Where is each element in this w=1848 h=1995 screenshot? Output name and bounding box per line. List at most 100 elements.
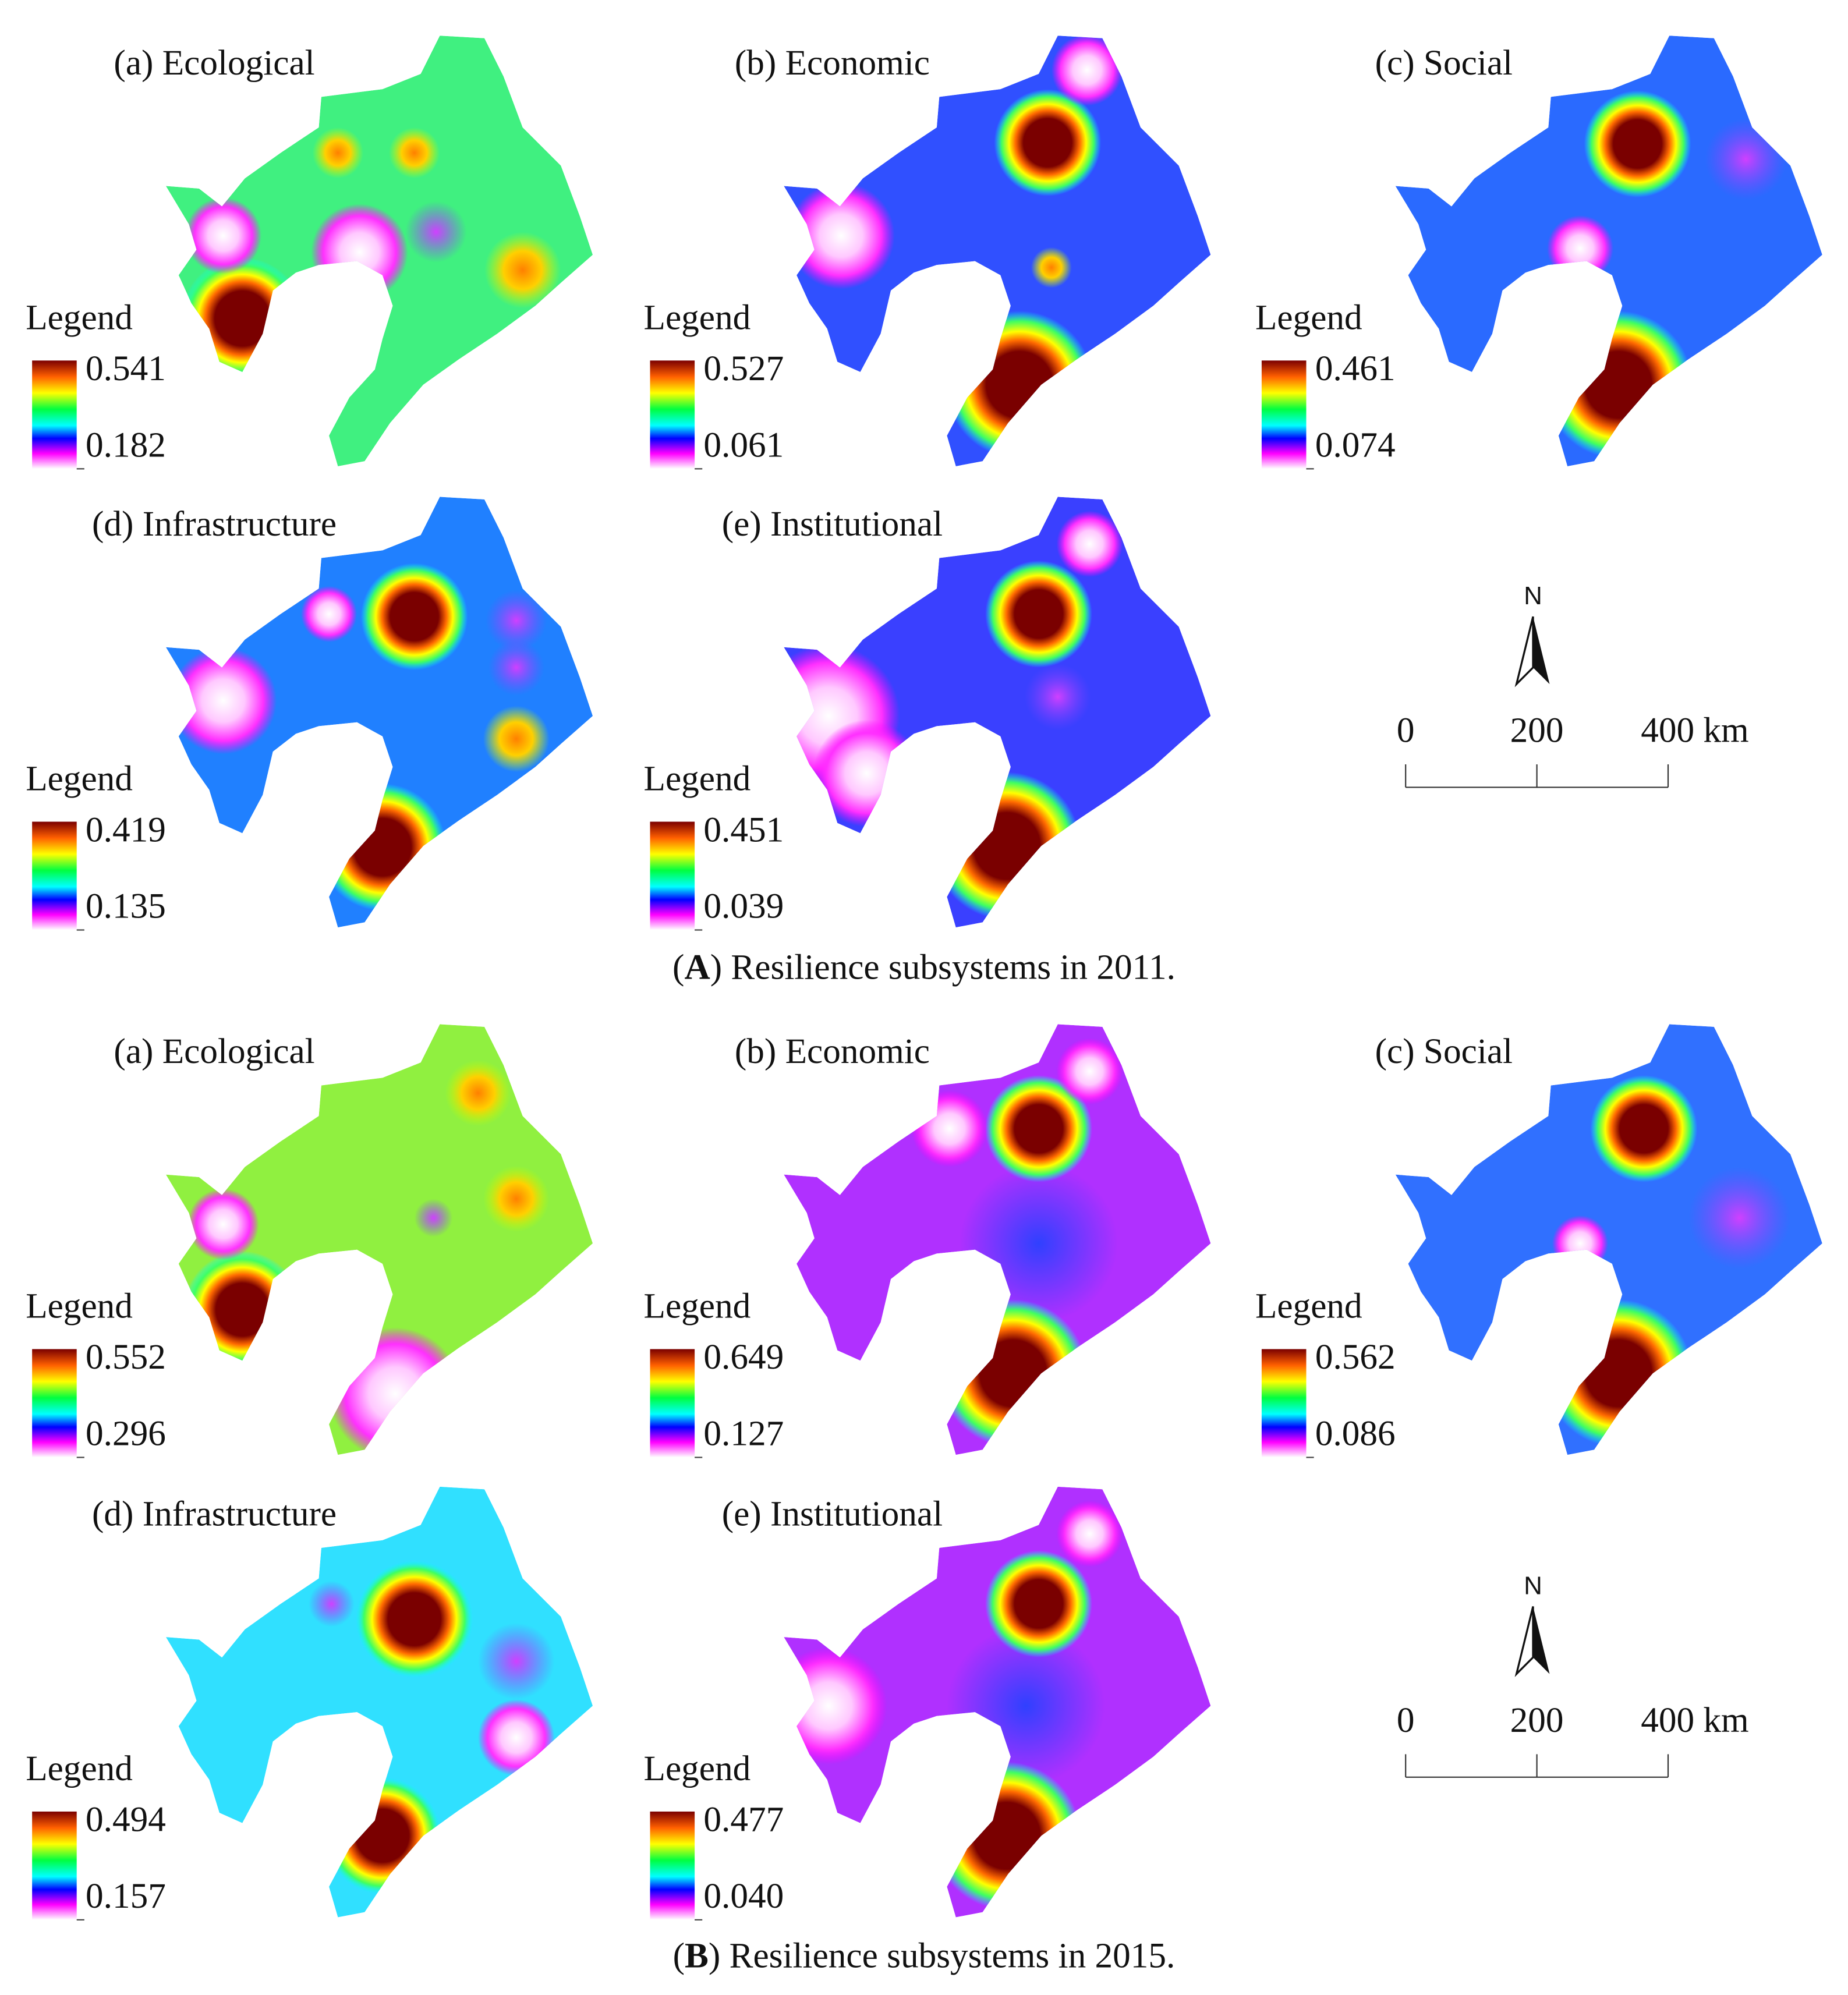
map-hotspot	[324, 1777, 441, 1895]
legend-title: Legend	[1255, 1287, 1362, 1326]
legend-colorbar	[650, 1811, 695, 1920]
north-arrow	[1514, 616, 1534, 688]
legend-colorbar	[32, 360, 77, 469]
legend-min: 0.127	[703, 1414, 784, 1454]
north-label: N	[1524, 582, 1542, 610]
map-hotspot	[329, 1327, 462, 1455]
legend-max: 0.527	[703, 349, 784, 388]
map-hotspot	[1705, 118, 1787, 200]
legend-max: 0.649	[703, 1337, 784, 1377]
map-hotspot	[784, 1647, 887, 1764]
scale-label: 400 km	[1641, 711, 1749, 750]
map	[165, 497, 593, 928]
legend-title: Legend	[1255, 298, 1362, 338]
legend-title: Legend	[644, 1749, 751, 1788]
scale-label: 200	[1510, 711, 1564, 750]
map-hotspot	[169, 647, 277, 754]
legend-min: 0.182	[86, 425, 166, 465]
map-hotspot	[187, 1188, 259, 1260]
map-hotspot	[1547, 215, 1613, 282]
map-region	[784, 497, 1211, 928]
legend-title: Legend	[644, 298, 751, 338]
legend-min: 0.157	[86, 1876, 166, 1916]
legend-max: 0.419	[86, 810, 166, 849]
scale-label: 400 km	[1641, 1700, 1749, 1740]
map-hotspot	[911, 1090, 988, 1167]
legend-min: 0.040	[703, 1876, 784, 1916]
map-hotspot	[1051, 36, 1123, 106]
caption-letter: A	[684, 948, 710, 987]
caption-text: ) Resilience subsystems in 2015.	[709, 1936, 1175, 1976]
panel: (d) Infrastructure Legend 0.494 0.157	[26, 1486, 593, 1920]
map-hotspot	[1590, 1075, 1698, 1182]
caption: (A) Resilience subsystems in 2011.	[672, 948, 1176, 987]
legend-max: 0.461	[1315, 349, 1396, 388]
map-hotspot	[994, 89, 1102, 197]
map-hotspot	[478, 1699, 555, 1776]
legend-min: 0.135	[86, 887, 166, 926]
caption-text: ) Resilience subsystems in 2011.	[710, 948, 1176, 987]
legend-max: 0.477	[703, 1800, 784, 1840]
map-hotspot	[360, 563, 468, 671]
map-hotspot	[405, 201, 467, 263]
panel-title: (c) Social	[1375, 43, 1513, 83]
panel: (e) Institutional Legend 0.477 0.040	[644, 1486, 1211, 1920]
map-hotspot	[478, 1622, 555, 1700]
map	[1395, 36, 1822, 466]
map-hotspot	[1056, 511, 1123, 577]
caption-open: (	[672, 948, 684, 987]
panel-title: (e) Institutional	[722, 1494, 943, 1533]
map-hotspot	[318, 783, 447, 911]
map-hotspot	[1024, 664, 1091, 730]
map-hotspot	[946, 310, 1094, 459]
panel-title: (d) Infrastructure	[92, 1494, 337, 1533]
map-hotspot	[1544, 310, 1693, 459]
map-region	[165, 1486, 593, 1918]
map-hotspot	[933, 772, 1081, 920]
panel-title: (d) Infrastructure	[92, 504, 337, 544]
map-hotspot	[1056, 1038, 1123, 1105]
legend-title: Legend	[26, 759, 133, 799]
legend-max: 0.562	[1315, 1337, 1396, 1377]
map-hotspot	[486, 590, 547, 651]
map-hotspot	[1031, 247, 1072, 288]
map-hotspot	[985, 1550, 1092, 1658]
map	[165, 1486, 593, 1918]
map-hotspot	[1552, 1215, 1609, 1272]
panel: (c) Social Legend 0.461 0.074	[1255, 36, 1822, 470]
map-hotspot	[300, 586, 357, 642]
map-furniture: N 0 200 400 km	[1397, 582, 1749, 788]
panel: (b) Economic Legend 0.527 0.061	[644, 36, 1211, 470]
legend-max: 0.494	[86, 1800, 166, 1840]
panel: (e) Institutional Legend 0.451 0.039	[644, 497, 1211, 931]
panel: (c) Social Legend 0.562 0.086	[1255, 1024, 1822, 1458]
map-hotspot	[1688, 1167, 1791, 1269]
legend-min: 0.074	[1315, 425, 1396, 465]
map-hotspot	[939, 1299, 1088, 1447]
map-hotspot	[183, 1250, 301, 1369]
map-region	[165, 497, 593, 928]
panel: (d) Infrastructure Legend 0.419 0.135	[26, 497, 593, 931]
map	[784, 36, 1211, 466]
map	[1395, 1024, 1822, 1455]
panel: (a) Ecological Legend 0.552 0.296	[26, 1024, 593, 1458]
scale-label: 200	[1510, 1700, 1564, 1740]
legend-colorbar	[32, 1349, 77, 1458]
map-hotspot	[185, 197, 262, 274]
map-hotspot	[488, 639, 544, 696]
panel-title: (e) Institutional	[722, 504, 943, 544]
map-region	[784, 36, 1211, 466]
map-furniture: N 0 200 400 km	[1397, 1571, 1749, 1778]
legend-max: 0.451	[703, 810, 784, 849]
map-hotspot	[813, 720, 921, 827]
map	[784, 497, 1211, 928]
map-hotspot	[933, 1762, 1081, 1910]
legend-min: 0.039	[703, 887, 784, 926]
map	[784, 1024, 1211, 1455]
map-hotspot	[1056, 1500, 1123, 1567]
legend-title: Legend	[26, 1287, 133, 1326]
legend-min: 0.086	[1315, 1414, 1396, 1454]
map-hotspot	[985, 560, 1092, 668]
